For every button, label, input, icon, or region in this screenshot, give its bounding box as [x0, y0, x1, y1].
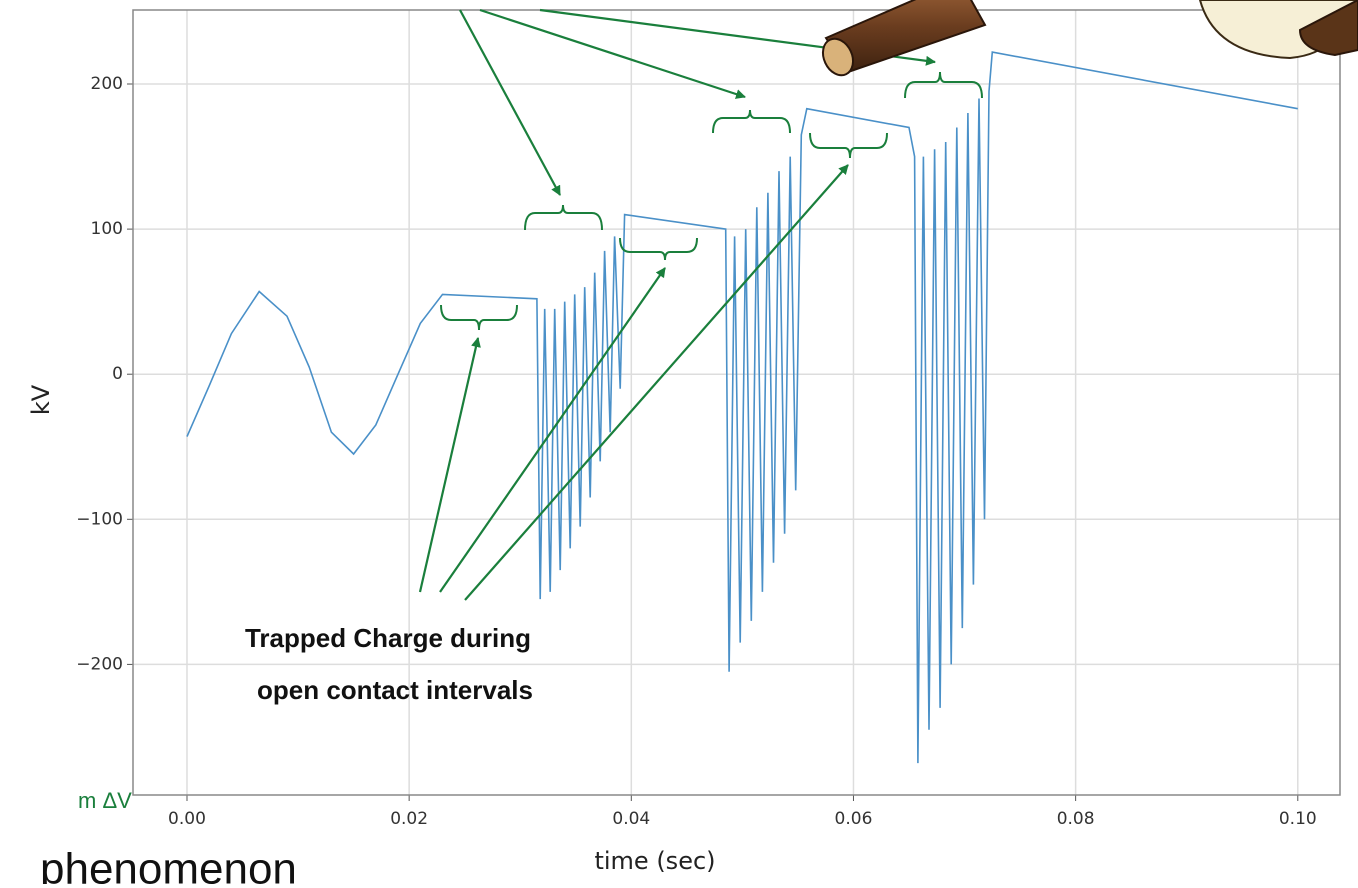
hand-illustration [1198, 0, 1358, 60]
arrow [439, 267, 666, 593]
x-tick-label: 0.02 [390, 809, 428, 829]
y-tick-label: −200 [76, 654, 123, 674]
brace [619, 237, 698, 261]
side-text: phenomenon [40, 845, 297, 884]
side-text: m ΔV [78, 788, 132, 813]
x-tick-label: 0.08 [1057, 809, 1095, 829]
arrow [418, 337, 481, 593]
annotation: open contact intervals [257, 675, 533, 705]
pole [1298, 0, 1358, 57]
plot-frame [132, 9, 1341, 796]
x-tick-label: 0.06 [835, 809, 873, 829]
brace [809, 132, 888, 159]
x-tick-label: 0.04 [612, 809, 650, 829]
brace [524, 204, 603, 231]
brace [712, 109, 791, 134]
waveform [186, 51, 1298, 764]
brace [904, 71, 983, 99]
x-tick-label: 0.00 [168, 809, 206, 829]
x-axis-label: time (sec) [594, 847, 715, 875]
annotation: Trapped Charge during [245, 623, 531, 653]
marks [186, 51, 1298, 764]
y-tick-label: 100 [91, 219, 123, 239]
y-tick-label: −100 [76, 509, 123, 529]
y-axis-label: kV [27, 384, 55, 415]
arrow [479, 8, 746, 99]
y-tick-label: 0 [112, 364, 123, 384]
arrow [459, 9, 561, 196]
stick-end [821, 37, 855, 77]
y-tick-label: 200 [91, 74, 123, 94]
x-tick-label: 0.10 [1279, 809, 1317, 829]
arrows [418, 8, 936, 601]
brace [440, 304, 518, 331]
stick-illustration [821, 0, 987, 77]
braces [440, 71, 983, 331]
arrow [464, 164, 849, 601]
